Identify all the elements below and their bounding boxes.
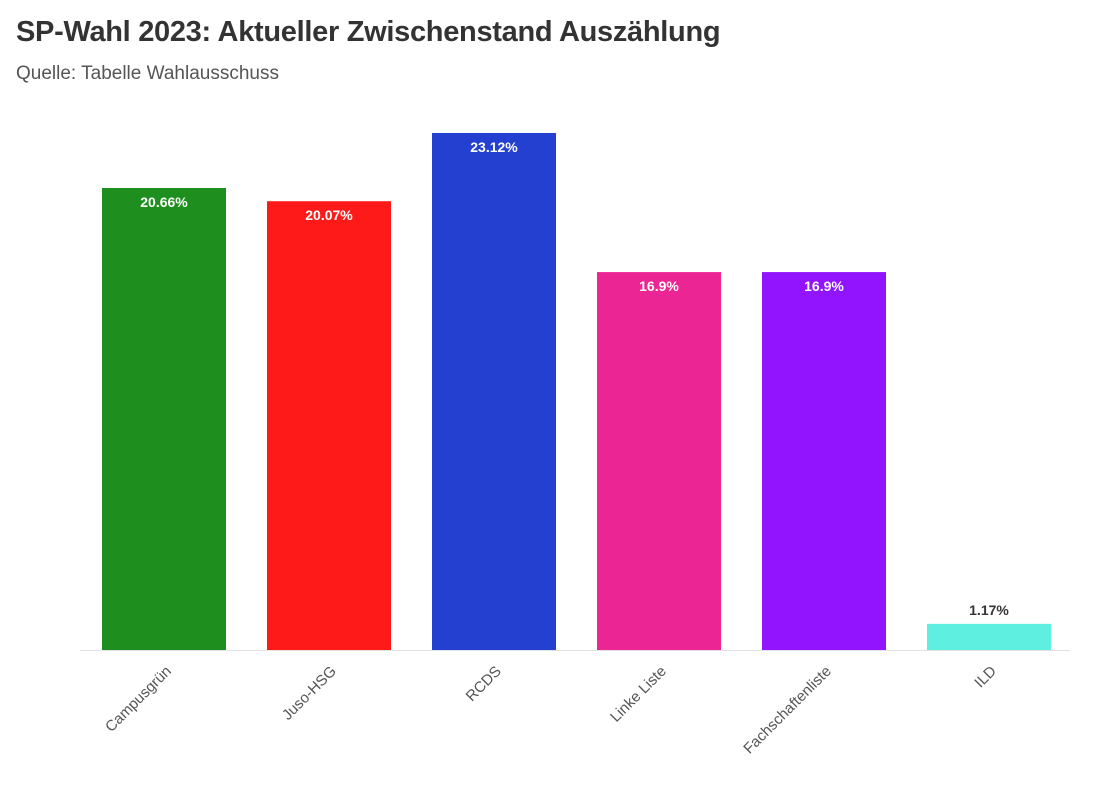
x-tick-labels: Campusgrün Juso-HSG RCDS Linke Liste Fachsch… [102,663,1000,758]
bars-layer: 20.66% 20.07% 23.12% 16.9% 16.9% 1.17% [102,133,1051,650]
bar-linke-liste [597,272,721,650]
data-label-juso-hsg: 20.07% [305,207,353,223]
x-tick-label-rcds: RCDS [463,663,505,705]
bar-fachschaftenliste [762,272,886,650]
bar-campusgruen [102,188,226,650]
data-label-linke-liste: 16.9% [639,278,679,294]
bar-juso-hsg [267,201,391,650]
x-tick-label-fachschaftenliste: Fachschaftenliste [740,663,835,758]
x-tick-label-juso-hsg: Juso-HSG [279,663,340,724]
x-tick-label-linke-liste: Linke Liste [607,663,670,726]
bar-rcds [432,133,556,650]
chart-title: SP-Wahl 2023: Aktueller Zwischenstand Au… [16,16,721,48]
x-tick-label-ild: ILD [971,663,1000,692]
bar-ild [927,623,1051,650]
chart-subtitle: Quelle: Tabelle Wahlausschuss [16,63,279,84]
data-label-ild: 1.17% [969,602,1009,618]
data-label-fachschaftenliste: 16.9% [804,278,844,294]
x-tick-label-campusgruen: Campusgrün [102,663,175,736]
data-label-campusgruen: 20.66% [140,194,188,210]
data-label-rcds: 23.12% [470,139,518,155]
